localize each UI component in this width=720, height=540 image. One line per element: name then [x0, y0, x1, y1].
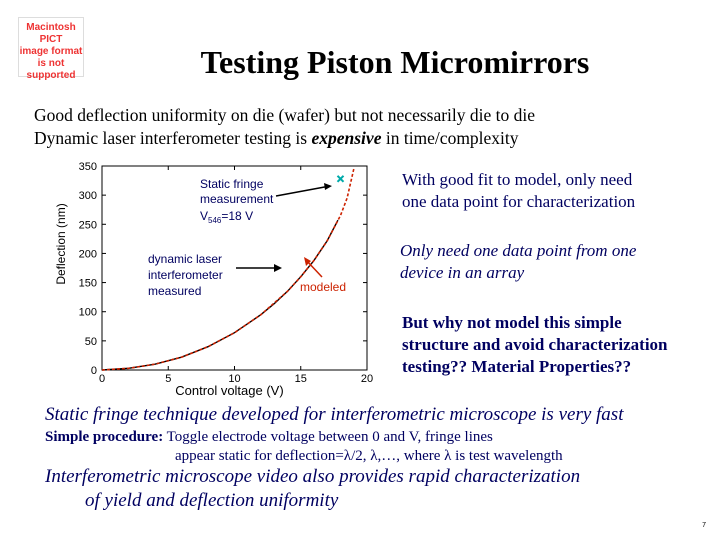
note-good-fit: With good fit to model, only need one da…	[402, 169, 635, 213]
note-why-not-model-line-1: But why not model this simple	[402, 313, 622, 332]
note-one-point-line-1: Only need one data point from one	[400, 241, 637, 260]
annotation-modeled: modeled	[300, 280, 346, 294]
placeholder-line-1: Macintosh PICT	[26, 22, 76, 45]
y-tick-label: 250	[79, 219, 97, 231]
series-measured	[101, 219, 339, 371]
y-tick-label: 50	[85, 336, 97, 348]
text-fringe-lines: appear static for deflection=λ/2, λ,…, w…	[175, 448, 563, 464]
note-good-fit-line-1: With good fit to model, only need	[402, 170, 633, 189]
y-tick-label: 300	[79, 190, 97, 202]
x-tick-label: 10	[228, 373, 240, 385]
text-video-2: of yield and deflection uniformity	[85, 490, 339, 511]
slide-title: Testing Piston Micromirrors	[200, 44, 590, 80]
annotation-static-fringe-1: Static fringe	[200, 177, 264, 191]
bullet-dynamic-part-3: in time/complexity	[381, 128, 519, 148]
series-modeled	[101, 168, 355, 371]
deflection-chart: Control voltage (V) Deflection (nm) 0 5 10 1…	[54, 161, 373, 398]
bullet-dynamic-emphasis: expensive	[311, 128, 382, 148]
unsupported-image-placeholder: Macintosh PICT image format is not suppo…	[18, 17, 84, 81]
y-tick-label: 150	[79, 278, 97, 290]
arrow-static-head	[324, 183, 332, 190]
arrow-modeled-head	[304, 257, 311, 266]
bullet-dynamic-part-1: Dynamic laser interferometer testing is	[34, 128, 312, 148]
x-axis-label: Control voltage (V)	[175, 383, 283, 398]
note-good-fit-line-2: one data point for characterization	[402, 192, 636, 211]
static-fringe-point	[336, 175, 345, 183]
annotation-v-eq: =18 V	[221, 209, 253, 223]
chart-annotations: Static fringe measurement V546=18 V dyna…	[148, 177, 346, 298]
page-number: 7	[702, 522, 706, 529]
x-tick-label: 5	[165, 373, 171, 385]
note-one-point: Only need one data point from one device…	[400, 240, 636, 284]
text-static-fringe: Static fringe technique developed for in…	[45, 404, 624, 425]
text-video-1: Interferometric microscope video also pr…	[45, 466, 581, 487]
y-tick-label: 200	[79, 248, 97, 260]
note-why-not-model-line-3: testing?? Material Properties??	[402, 357, 632, 376]
arrow-dynamic-head	[274, 264, 282, 272]
placeholder-line-2: image format	[19, 46, 83, 57]
chart-axes: Control voltage (V) Deflection (nm)	[54, 165, 368, 398]
annotation-dynamic-2: interferometer	[148, 268, 223, 282]
annotation-dynamic-3: measured	[148, 284, 201, 298]
annotation-v-subscript: 546	[208, 216, 222, 225]
placeholder-line-3: is not supported	[26, 58, 76, 81]
x-tick-label: 0	[99, 373, 105, 385]
annotation-dynamic-1: dynamic laser	[148, 252, 222, 266]
bullet-dynamic-testing: Dynamic laser interferometer testing is …	[34, 128, 519, 149]
annotation-static-fringe-3: V546=18 V	[200, 209, 253, 225]
y-axis-label: Deflection (nm)	[54, 203, 68, 284]
annotation-v: V	[200, 209, 208, 223]
x-tick-label: 15	[295, 373, 307, 385]
note-one-point-line-2: device in an array	[400, 263, 525, 282]
y-tick-label: 350	[79, 161, 97, 173]
x-tick-label: 20	[361, 373, 373, 385]
y-tick-label: 0	[91, 365, 97, 377]
chart-series	[101, 168, 355, 371]
annotation-static-fringe-2: measurement	[200, 192, 274, 206]
bullet-uniformity: Good deflection uniformity on die (wafer…	[34, 105, 536, 125]
note-why-not-model: But why not model this simple structure …	[402, 312, 668, 378]
note-why-not-model-line-2: structure and avoid characterization	[402, 335, 668, 354]
y-tick-label: 100	[79, 307, 97, 319]
text-simple-procedure-body: Toggle electrode voltage between 0 and V…	[163, 429, 493, 445]
text-simple-procedure-label: Simple procedure:	[45, 429, 164, 445]
text-simple-procedure: Simple procedure: Toggle electrode volta…	[45, 429, 493, 446]
arrow-static-line	[275, 185, 331, 197]
